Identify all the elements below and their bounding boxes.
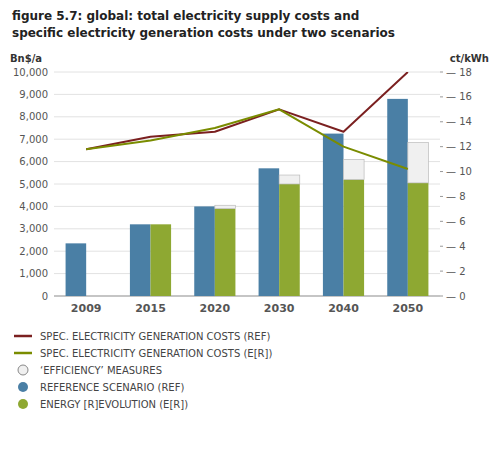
x-axis-line [54,296,440,297]
y-tick-label: 2,000 [19,246,48,257]
x-tick-label: 2030 [264,302,295,315]
y-tick-label: 5,000 [19,179,48,190]
y-tick-label: 4,000 [19,201,48,212]
y2-tick [440,72,443,73]
y2-tick [440,271,443,272]
legend-marker [18,382,28,392]
y2-tick-label: — 2 [446,266,466,277]
y2-tick [440,171,443,172]
bar [387,99,408,296]
legend: SPEC. ELECTRICITY GENERATION COSTS (REF)… [14,331,272,410]
grid-line [54,184,440,185]
x-tick-label: 2009 [71,302,102,315]
y2-tick [440,296,443,297]
y-tick-label: 7,000 [19,134,48,145]
bar [130,224,151,296]
y2-tick [440,246,443,247]
y-tick-label: 8,000 [19,111,48,122]
x-tick-label: 2020 [200,302,231,315]
axes: 0 1,000 2,000 3,000 4,000 5,000 6,000 7,000 8,00… [13,67,472,316]
legend-line [14,335,32,338]
bar [323,134,344,296]
y-tick-label: 0 [42,291,48,302]
bar [344,180,365,296]
y2-tick-label: — 8 [446,191,466,202]
y2-tick [440,96,443,97]
legend-label: ENERGY [R]EVOLUTION (E[R]) [40,399,188,410]
grid-line [54,251,440,252]
subtitle: specific electricity generation costs un… [12,26,395,40]
plot-data [66,72,429,296]
bar [215,209,236,296]
y2-tick-label: — 6 [446,216,466,227]
legend-marker [18,365,28,375]
x-tick-label: 2040 [328,302,359,315]
y2-tick [440,146,443,147]
stacked-bar [408,143,429,183]
bar [259,168,280,296]
y2-tick-label: — 10 [446,166,472,177]
legend-label: ‘EFFICIENCY’ MEASURES [40,365,162,376]
y2-tick-label: — 0 [446,291,466,302]
y2-axis-label: ct/kWh [450,53,489,64]
y2-tick-label: — 18 [446,67,472,78]
legend-line [14,352,32,355]
legend-label: REFERENCE SCENARIO (REF) [40,382,184,393]
grid-line [54,116,440,117]
y-tick-label: 1,000 [19,268,48,279]
bar [408,183,429,296]
legend-label: SPEC. ELECTRICITY GENERATION COSTS (E[R]… [40,348,272,359]
grid-line [54,161,440,162]
y-axis-label: Bn$/a [10,53,42,64]
stacked-bar [344,159,365,179]
bar [151,224,172,296]
y-tick-label: 3,000 [19,223,48,234]
bar [86,296,107,297]
grid-line [54,139,440,140]
bar [66,243,87,296]
y-tick-label: 9,000 [19,89,48,100]
y2-tick [440,121,443,122]
title: figure 5.7: global: total electricity su… [12,9,359,23]
y-tick-label: 10,000 [13,67,48,78]
stacked-bar [86,296,107,297]
stacked-bar [151,224,172,225]
x-tick-label: 2050 [393,302,424,315]
grid-line [54,206,440,207]
chart: figure 5.7: global: total electricity su… [0,0,497,476]
grid-line [54,296,440,297]
bar [194,206,215,296]
y2-tick [440,196,443,197]
line [86,72,408,149]
y2-tick-label: — 14 [446,116,472,127]
y-tick-label: 6,000 [19,156,48,167]
grid-line [54,72,440,73]
y2-tick [440,221,443,222]
stacked-bar [279,175,300,184]
y2-tick-label: — 4 [446,241,466,252]
x-tick-label: 2015 [135,302,166,315]
stacked-bar [215,205,236,208]
y2-tick-label: — 12 [446,141,472,152]
bar [279,184,300,296]
legend-marker [18,399,28,409]
y2-tick-label: — 16 [446,91,472,102]
grid-line [54,273,440,274]
grid-line [54,228,440,229]
line [86,109,408,169]
legend-label: SPEC. ELECTRICITY GENERATION COSTS (REF) [40,331,270,342]
